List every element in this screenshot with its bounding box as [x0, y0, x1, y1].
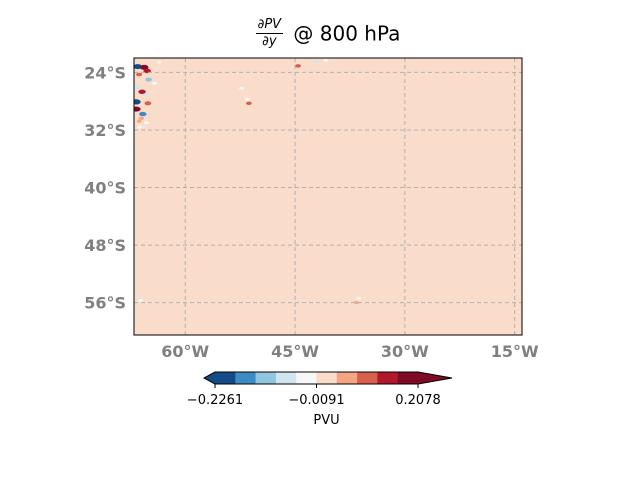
colorbar-extend-min: [204, 372, 215, 384]
pv-feature-3: [136, 72, 143, 77]
pv-feature-10: [134, 106, 141, 112]
latitude-ticks: 24°S 32°S 40°S 48°S 56°S: [84, 63, 126, 312]
colorbar-segment-0: [215, 372, 236, 384]
pv-feature-9: [144, 101, 152, 106]
pv-feature-19: [323, 58, 329, 62]
pv-feature-21: [239, 86, 245, 90]
pv-feature-11: [139, 111, 147, 117]
colorbar: −0.2261 −0.0091 0.2078 PVU: [187, 371, 453, 428]
pv-feature-18: [314, 60, 320, 64]
lon-tick-label-1: 45°W: [271, 342, 319, 361]
pv-feature-25: [356, 296, 362, 300]
title-numerator: ∂PV: [255, 17, 284, 34]
colorbar-segment-2: [255, 372, 277, 384]
lat-tick-label-1: 32°S: [84, 121, 126, 140]
colorbar-segment-5: [316, 372, 338, 384]
colorbar-tick-label-1: −0.0091: [288, 393, 344, 408]
colorbar-tick-label-0: −0.2261: [187, 393, 243, 408]
colorbar-segment-6: [336, 372, 358, 384]
pv-feature-6: [138, 89, 146, 95]
pv-feature-17: [157, 60, 162, 64]
pv-feature-15: [136, 119, 142, 123]
lat-tick-label-2: 40°S: [84, 179, 126, 198]
pv-feature-12: [138, 116, 145, 120]
pv-feature-26: [354, 301, 360, 305]
lat-tick-label-0: 24°S: [84, 63, 126, 82]
map-background: [134, 58, 522, 335]
lon-tick-label-3: 15°W: [491, 342, 539, 361]
pv-feature-20: [295, 64, 301, 68]
colorbar-label: PVU: [313, 413, 339, 428]
pv-feature-23: [246, 101, 252, 106]
title-denominator: ∂y: [262, 34, 277, 49]
pv-feature-14: [137, 125, 143, 129]
pv-feature-5: [134, 85, 140, 89]
lat-tick-label-4: 56°S: [84, 294, 126, 313]
colorbar-segment-3: [275, 372, 297, 384]
colorbar-segment-1: [235, 372, 256, 384]
pv-feature-8: [134, 99, 141, 105]
pv-feature-22: [244, 97, 251, 101]
pv-feature-24: [138, 299, 144, 302]
lat-tick-label-3: 48°S: [84, 236, 126, 255]
chart-title: ∂PV ∂y @ 800 hPa: [0, 18, 640, 49]
colorbar-segment-4: [296, 372, 317, 384]
map-frame: [133, 57, 523, 336]
colorbar-segment-9: [397, 372, 419, 384]
pv-feature-7: [143, 93, 149, 97]
colorbar-segment-7: [357, 372, 378, 384]
colorbar-segment-8: [377, 372, 398, 384]
title-fraction: ∂PV ∂y: [255, 17, 284, 49]
gridlines: [134, 58, 522, 335]
pv-feature-1: [139, 64, 149, 70]
pv-feature-4: [145, 77, 153, 82]
title-suffix: @ 800 hPa: [293, 21, 401, 46]
colorbar-extend-max: [418, 372, 452, 384]
colorbar-tick-label-2: 0.2078: [395, 393, 441, 408]
pv-feature-16: [152, 81, 157, 85]
pv-gradient-features: [134, 58, 362, 305]
lon-tick-label-2: 30°W: [381, 342, 429, 361]
lon-tick-label-0: 60°W: [161, 342, 209, 361]
pv-feature-13: [143, 121, 149, 125]
longitude-ticks: 60°W 45°W 30°W 15°W: [161, 342, 539, 361]
